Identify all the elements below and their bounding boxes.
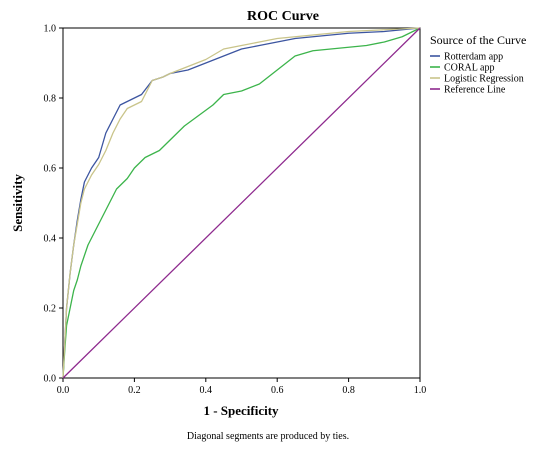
series-lines [62, 27, 421, 379]
x-tick-label: 0.2 [128, 385, 141, 396]
chart-footnote: Diagonal segments are produced by ties. [187, 431, 349, 442]
x-tick-label: 0.8 [342, 385, 355, 396]
legend-title: Source of the Curve [430, 33, 526, 47]
y-tick-label: 0.6 [44, 164, 57, 175]
plot-area: 0.0 0.2 0.4 0.6 0.8 1.0 0.0 0.2 0.4 0.6 0.8 1.0 [44, 24, 427, 397]
y-tick-label: 0.0 [44, 374, 57, 385]
series-line-coral-app [62, 27, 421, 379]
series-line-reference-line [62, 27, 421, 379]
chart-title: ROC Curve [247, 9, 319, 24]
x-tick-label: 1.0 [414, 385, 427, 396]
x-axis-title: 1 - Specificity [203, 403, 279, 418]
y-axis-title: Sensitivity [10, 174, 25, 232]
x-tick-label: 0.0 [57, 385, 70, 396]
y-tick-label: 0.8 [44, 94, 57, 105]
y-tick-label: 0.2 [44, 304, 57, 315]
y-axis-ticks: 0.0 0.2 0.4 0.6 0.8 1.0 [44, 24, 63, 385]
legend-label-rotterdam-app: Rotterdam app [444, 52, 503, 63]
x-axis-ticks: 0.0 0.2 0.4 0.6 0.8 1.0 [57, 378, 427, 396]
x-tick-label: 0.4 [200, 385, 213, 396]
y-tick-label: 0.4 [44, 234, 57, 245]
plot-frame [62, 27, 421, 379]
x-tick-label: 0.6 [271, 385, 284, 396]
legend-label-reference-line: Reference Line [444, 85, 506, 96]
legend-label-logistic-regression: Logistic Regression [444, 74, 524, 85]
series-line-logistic-regression [62, 27, 421, 379]
y-tick-label: 1.0 [44, 24, 57, 35]
legend-label-coral-app: CORAL app [444, 63, 494, 74]
